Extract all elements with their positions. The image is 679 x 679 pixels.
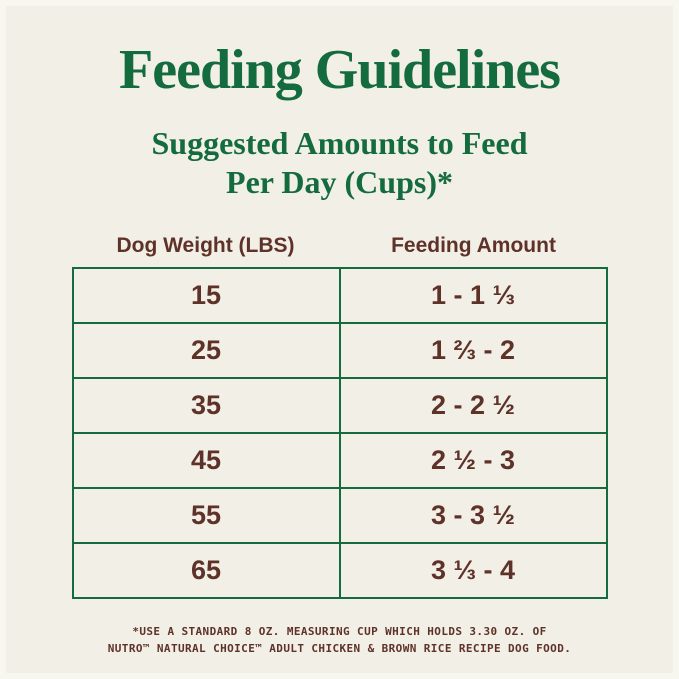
feeding-amount-cell: 1 ⅔ - 2 [430,335,516,366]
table-row: 25 1 ⅔ - 2 [73,322,606,378]
feeding-amount-cell: 2 - 2 ½ [430,390,516,421]
table-header-row: Dog Weight (LBS) Feeding Amount [72,234,608,258]
dog-weight-cell: 25 [74,324,341,378]
table-row: 35 2 - 2 ½ [73,377,606,433]
table-row: 45 2 ½ - 3 [73,432,606,488]
subtitle: Suggested Amounts to Feed Per Day (Cups)* [6,124,673,202]
feeding-amount-cell: 3 ⅓ - 4 [430,555,516,586]
footnote-line-1: *USE A STANDARD 8 OZ. MEASURING CUP WHIC… [132,625,547,639]
footnote: *USE A STANDARD 8 OZ. MEASURING CUP WHIC… [70,623,610,657]
column-header-dog-weight: Dog Weight (LBS) [116,234,295,258]
subtitle-line-2: Per Day (Cups)* [226,164,453,201]
feeding-table: 15 1 - 1 ⅓ 25 1 ⅔ - 2 35 2 - 2 ½ 45 2 ½ … [71,267,608,600]
table-row: 55 3 - 3 ½ [73,487,606,543]
dog-weight-cell: 15 [74,269,341,323]
table-row: 15 1 - 1 ⅓ [74,269,606,323]
table-row: 65 3 ⅓ - 4 [73,542,606,598]
feeding-amount-cell: 2 ½ - 3 [430,445,516,476]
feeding-table-section: Dog Weight (LBS) Feeding Amount 15 1 - 1… [71,234,608,600]
dog-weight-cell: 65 [74,544,341,598]
page-title: Feeding Guidelines [119,39,561,101]
dog-weight-cell: 55 [74,489,341,543]
feeding-amount-cell: 1 - 1 ⅓ [430,280,516,311]
column-header-feeding-amount: Feeding Amount [391,234,556,258]
subtitle-line-1: Suggested Amounts to Feed [151,125,528,161]
dog-weight-cell: 35 [74,379,341,433]
footnote-line-2: NUTRO™ NATURAL CHOICE™ ADULT CHICKEN & B… [107,642,572,656]
feeding-amount-cell: 3 - 3 ½ [430,500,516,531]
dog-weight-cell: 45 [74,434,341,488]
